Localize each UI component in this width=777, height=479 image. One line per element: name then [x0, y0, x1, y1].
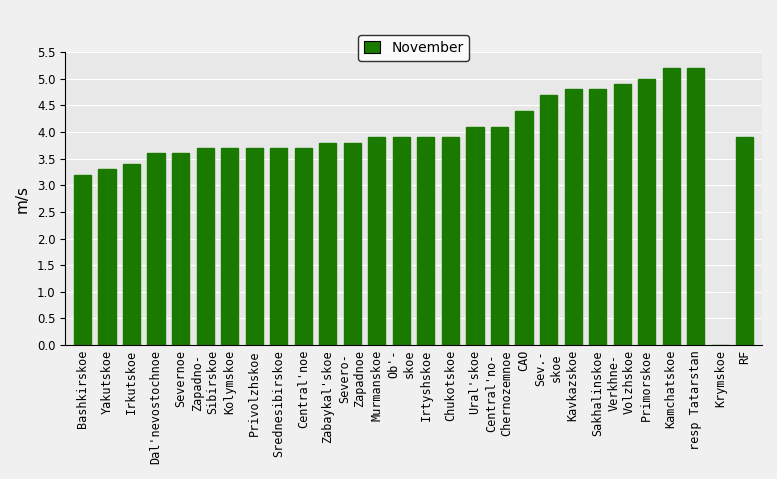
Bar: [515, 111, 532, 345]
Bar: [638, 79, 655, 345]
Bar: [343, 143, 361, 345]
Bar: [319, 143, 336, 345]
Bar: [294, 148, 312, 345]
Bar: [417, 137, 434, 345]
Bar: [614, 84, 631, 345]
Bar: [737, 137, 754, 345]
Bar: [99, 169, 116, 345]
Bar: [270, 148, 287, 345]
Bar: [442, 137, 459, 345]
Bar: [393, 137, 410, 345]
Bar: [74, 174, 91, 345]
Bar: [197, 148, 214, 345]
Bar: [466, 126, 483, 345]
Bar: [221, 148, 239, 345]
Bar: [368, 137, 385, 345]
Bar: [663, 68, 680, 345]
Bar: [491, 126, 508, 345]
Bar: [148, 153, 165, 345]
Bar: [246, 148, 263, 345]
Bar: [172, 153, 189, 345]
Bar: [687, 68, 704, 345]
Bar: [589, 89, 606, 345]
Legend: November: November: [358, 35, 469, 60]
Bar: [565, 89, 582, 345]
Bar: [540, 94, 557, 345]
Bar: [123, 164, 140, 345]
Y-axis label: m/s: m/s: [15, 184, 30, 213]
